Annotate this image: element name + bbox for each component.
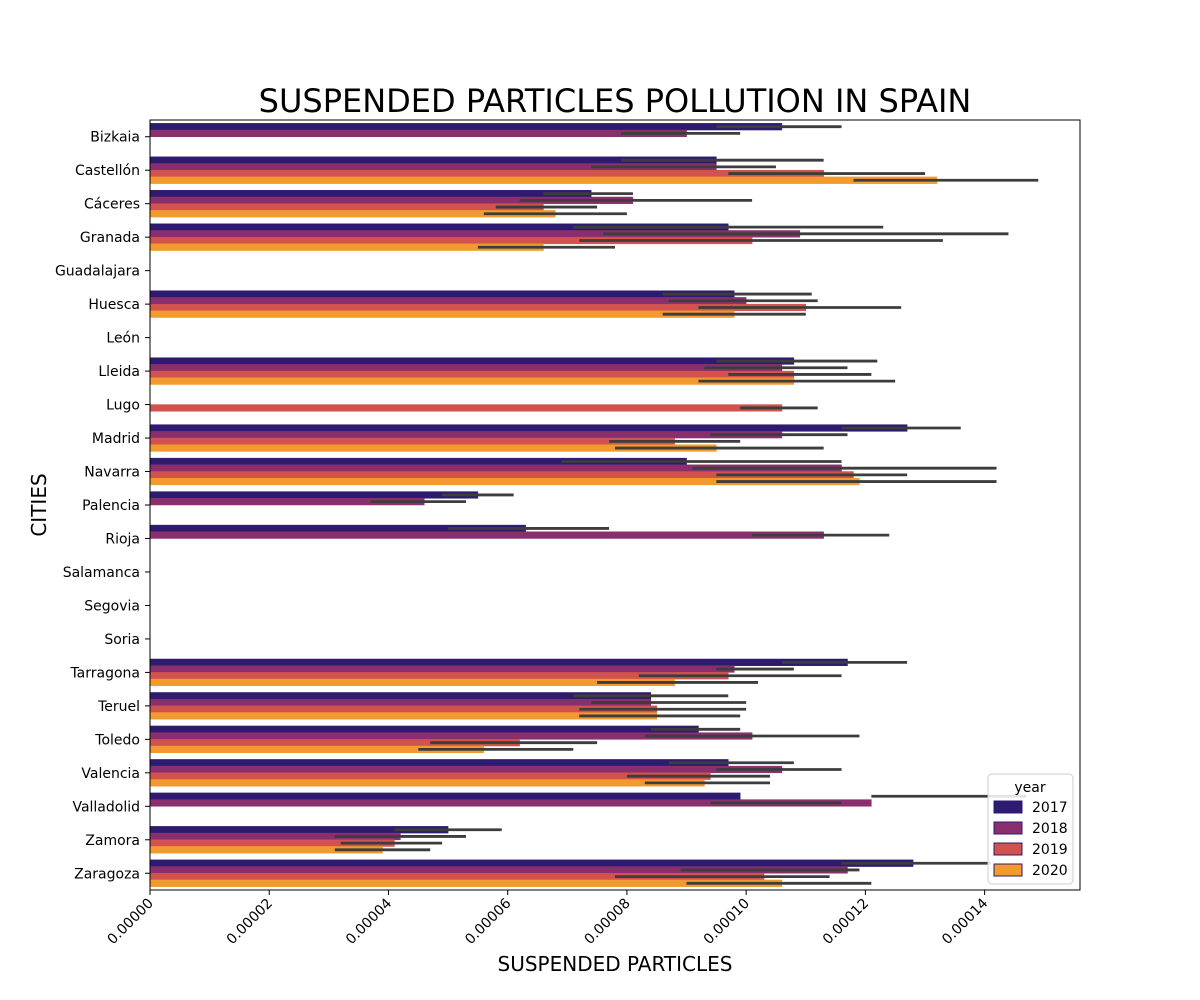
y-tick-label: Tarragona [69,665,140,681]
bar-2017-18 [149,725,699,733]
bar-2018-17 [149,698,652,707]
y-axis: Bizkaia Castellón Cáceres Granada Guadalajar… [55,130,150,882]
bar-2020-19 [149,779,705,787]
y-tick-label: Rioja [105,531,140,547]
y-tick-label: Zamora [85,833,140,849]
y-axis-label: CITIES [27,473,51,536]
x-axis-label: SUSPENDED PARTICLES [498,952,733,976]
x-tick-label: 0.00012 [820,896,872,948]
y-tick-label: Huesca [88,297,140,313]
y-tick-label: Soria [104,632,140,648]
y-tick-label: Bizkaia [90,130,140,146]
bar-2018-9 [149,431,783,439]
bar-2018-16 [149,665,735,673]
error-bars-layer [334,125,1039,885]
y-tick-label: Teruel [97,699,140,715]
x-tick-label: 0.00010 [701,896,753,948]
bar-2019-7 [149,370,795,379]
bar-2019-2 [149,203,544,211]
bar-2019-8 [149,404,783,412]
x-tick-label: 0.00006 [462,895,514,947]
legend-title: year [1014,780,1045,796]
bar-2018-7 [149,364,783,372]
bar-2017-2 [149,190,592,198]
bar-2017-0 [149,123,783,131]
y-tick-label: Palencia [82,498,140,514]
bar-2017-19 [149,759,729,767]
legend-label-2019: 2019 [1032,842,1068,858]
bar-2017-7 [149,357,795,365]
y-tick-label: Segovia [84,598,140,614]
bar-2020-5 [149,310,735,318]
x-tick-label: 0.00008 [581,896,633,948]
bar-2020-16 [149,678,675,687]
legend-swatch-2020 [993,863,1023,877]
legend-swatch-2019 [993,842,1023,856]
y-tick-label: Granada [80,230,140,246]
bar-2018-19 [149,765,783,774]
bar-2019-19 [149,772,711,780]
x-tick-label: 0.00000 [105,896,157,948]
y-tick-label: Cáceres [84,197,140,213]
legend-label-2020: 2020 [1032,863,1068,879]
bar-2019-9 [149,437,675,445]
bar-2019-1 [149,169,824,178]
y-tick-label: Salamanca [63,565,140,581]
bar-2020-1 [149,176,938,184]
y-tick-label: Lleida [98,364,140,380]
y-tick-label: Lugo [106,398,140,414]
bar-2017-11 [149,491,479,499]
bars-layer [149,123,938,887]
y-tick-label: Madrid [92,431,140,447]
x-tick-label: 0.00004 [343,895,395,947]
bar-2017-20 [149,792,741,800]
y-tick-label: Zaragoza [74,866,140,882]
y-tick-label: Valladolid [72,799,140,815]
x-axis: 0.00000 0.00002 0.00004 0.00006 0.00008 0.000… [105,890,992,948]
bar-2017-16 [149,658,848,666]
y-tick-label: Valencia [81,766,140,782]
y-tick-label: Navarra [84,465,140,481]
y-tick-label: Guadalajara [55,264,140,280]
legend-swatch-2017 [993,800,1023,814]
bar-2018-0 [149,129,687,137]
legend-swatch-2018 [993,821,1023,835]
bar-2017-5 [149,290,735,298]
x-tick-label: 0.00002 [224,896,276,948]
legend: year 2017 2018 2019 2020 [987,773,1074,885]
legend-label-2017: 2017 [1032,800,1068,816]
bar-2017-9 [149,424,908,432]
chart-title: SUSPENDED PARTICLES POLLUTION IN SPAIN [259,82,972,120]
bar-2017-22 [149,859,914,867]
bar-2018-5 [149,297,747,305]
y-tick-label: Castellón [75,163,140,179]
bar-2020-7 [149,377,795,385]
y-tick-label: Toledo [94,732,140,748]
x-tick-label: 0.00014 [939,895,991,947]
legend-label-2018: 2018 [1032,821,1068,837]
y-tick-label: León [106,331,140,347]
bar-2018-12 [149,531,824,539]
